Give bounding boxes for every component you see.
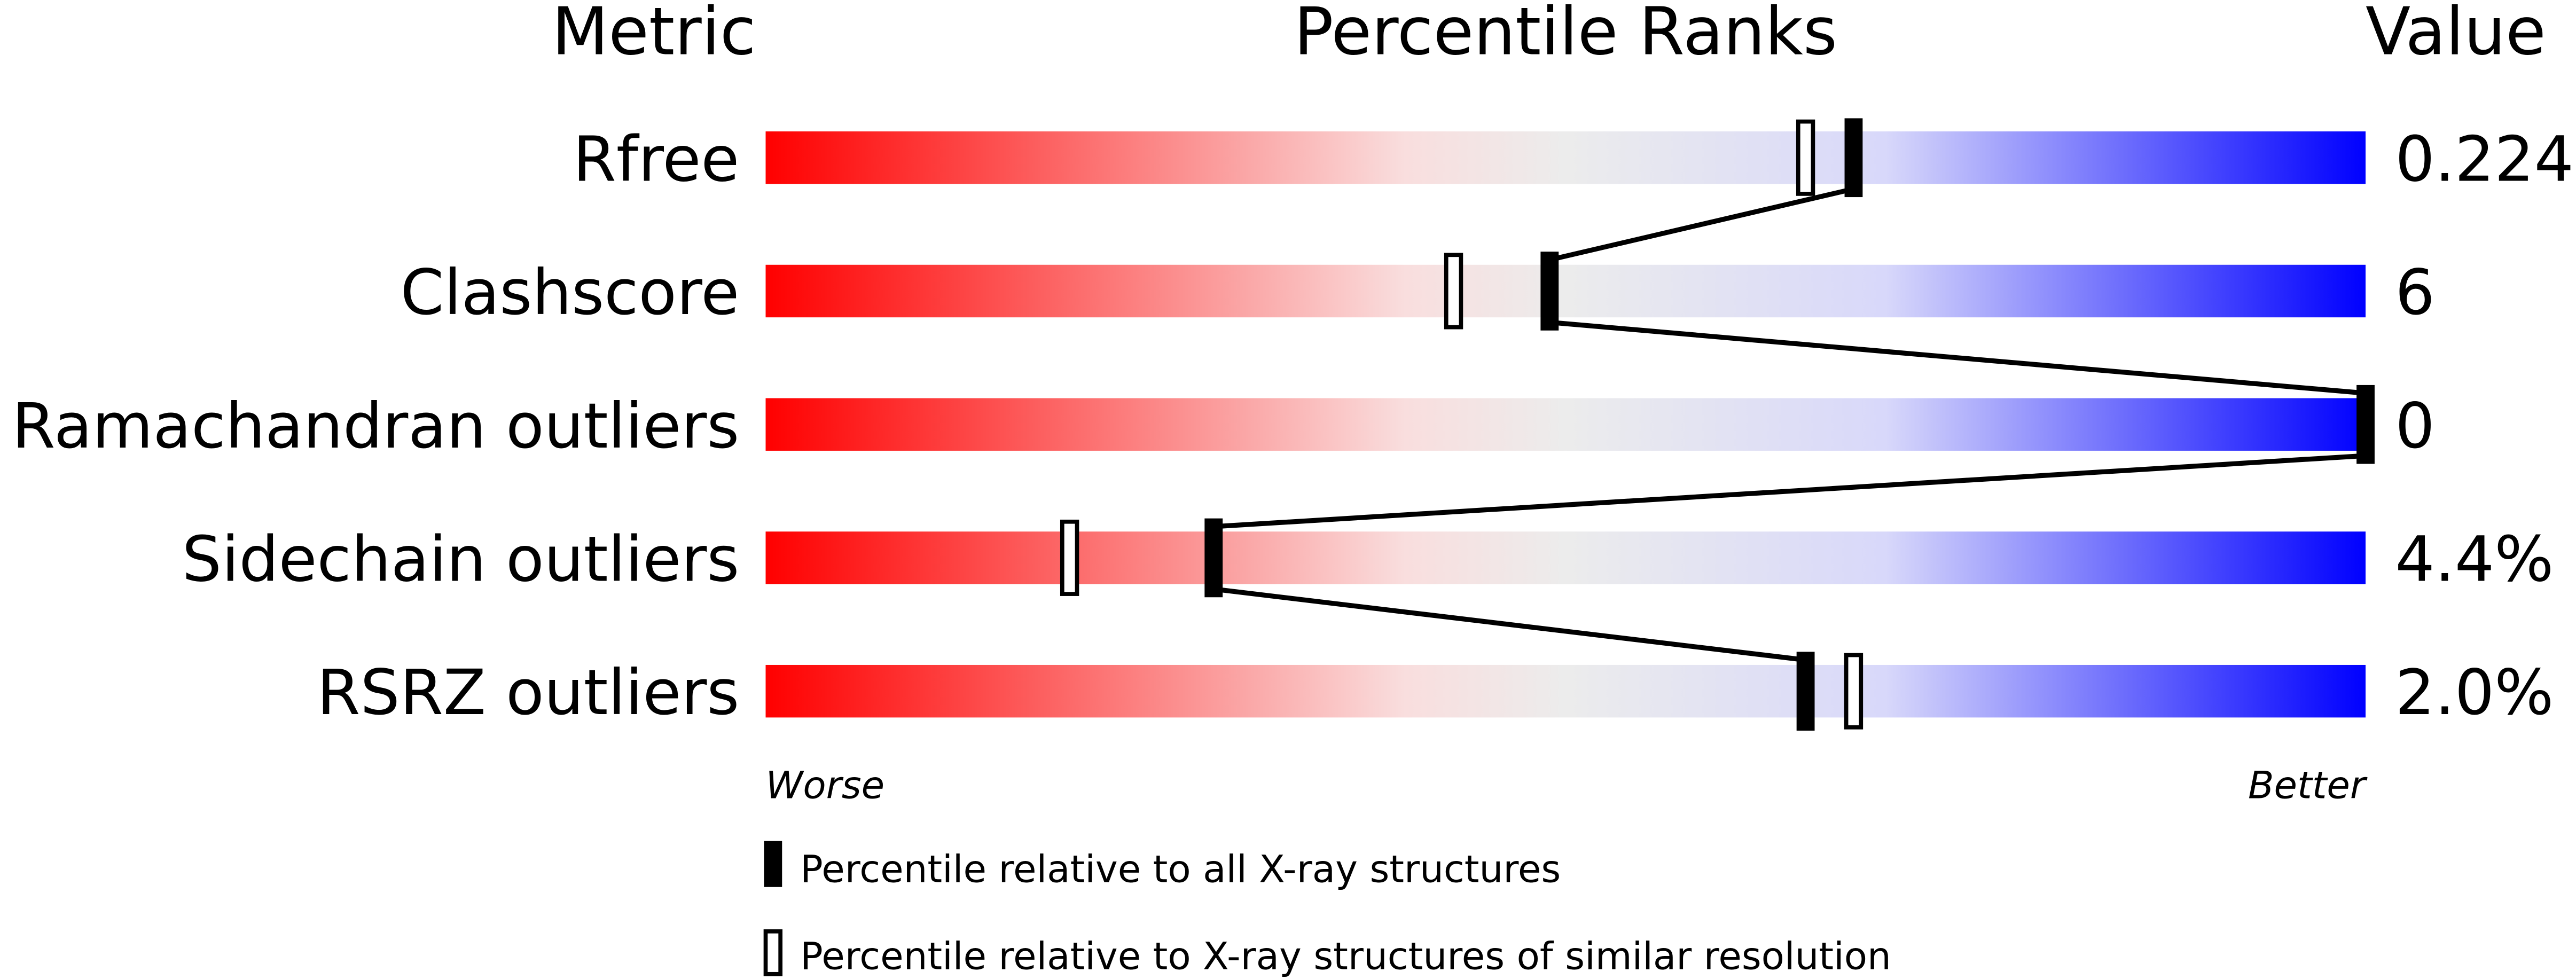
header-metric: Metric xyxy=(552,0,756,70)
marker-all-rsrz-outliers xyxy=(1796,652,1815,731)
axis-label-better: Better xyxy=(2248,763,2368,808)
metric-value-rfree: 0.224 xyxy=(2395,123,2574,195)
percentile-bar-sidechain-outliers xyxy=(765,531,2366,584)
metric-value-ramachandran-outliers: 0 xyxy=(2395,390,2434,463)
marker-all-sidechain-outliers xyxy=(1204,518,1223,598)
percentile-bar-rsrz-outliers xyxy=(765,664,2366,718)
marker-similar-clashscore xyxy=(1444,253,1463,330)
metric-label-clashscore: Clashscore xyxy=(401,256,740,329)
metric-label-rfree: Rfree xyxy=(573,123,740,195)
connector-line xyxy=(1213,586,1806,663)
marker-all-clashscore xyxy=(1540,252,1559,331)
marker-similar-rfree xyxy=(1796,119,1815,196)
metric-label-rsrz-outliers: RSRZ outliers xyxy=(317,656,739,729)
legend-label-similar: Percentile relative to X-ray structures … xyxy=(800,934,1891,978)
marker-all-ramachandran-outliers xyxy=(2356,385,2375,464)
legend-filled-marker xyxy=(764,841,782,887)
metric-value-clashscore: 6 xyxy=(2395,256,2434,329)
metric-label-sidechain-outliers: Sidechain outliers xyxy=(182,523,739,596)
axis-label-worse: Worse xyxy=(765,763,884,808)
percentile-bar-ramachandran-outliers xyxy=(765,398,2366,451)
marker-similar-rsrz-outliers xyxy=(1844,653,1864,730)
marker-all-rfree xyxy=(1844,118,1863,198)
percentile-bar-clashscore xyxy=(765,264,2366,318)
metric-value-rsrz-outliers: 2.0% xyxy=(2395,656,2554,729)
percentile-bar-rfree xyxy=(765,131,2366,184)
connector-line xyxy=(1549,319,2366,396)
header-percentile-ranks: Percentile Ranks xyxy=(1294,0,1837,70)
connector-line xyxy=(1213,453,2366,529)
marker-similar-sidechain-outliers xyxy=(1060,519,1079,596)
legend-open-marker xyxy=(763,929,783,976)
metric-label-ramachandran-outliers: Ramachandran outliers xyxy=(12,390,739,463)
metric-value-sidechain-outliers: 4.4% xyxy=(2395,523,2554,596)
header-value: Value xyxy=(2366,0,2546,70)
legend-label-all: Percentile relative to all X-ray structu… xyxy=(800,847,1561,891)
connector-line xyxy=(1549,186,1854,263)
